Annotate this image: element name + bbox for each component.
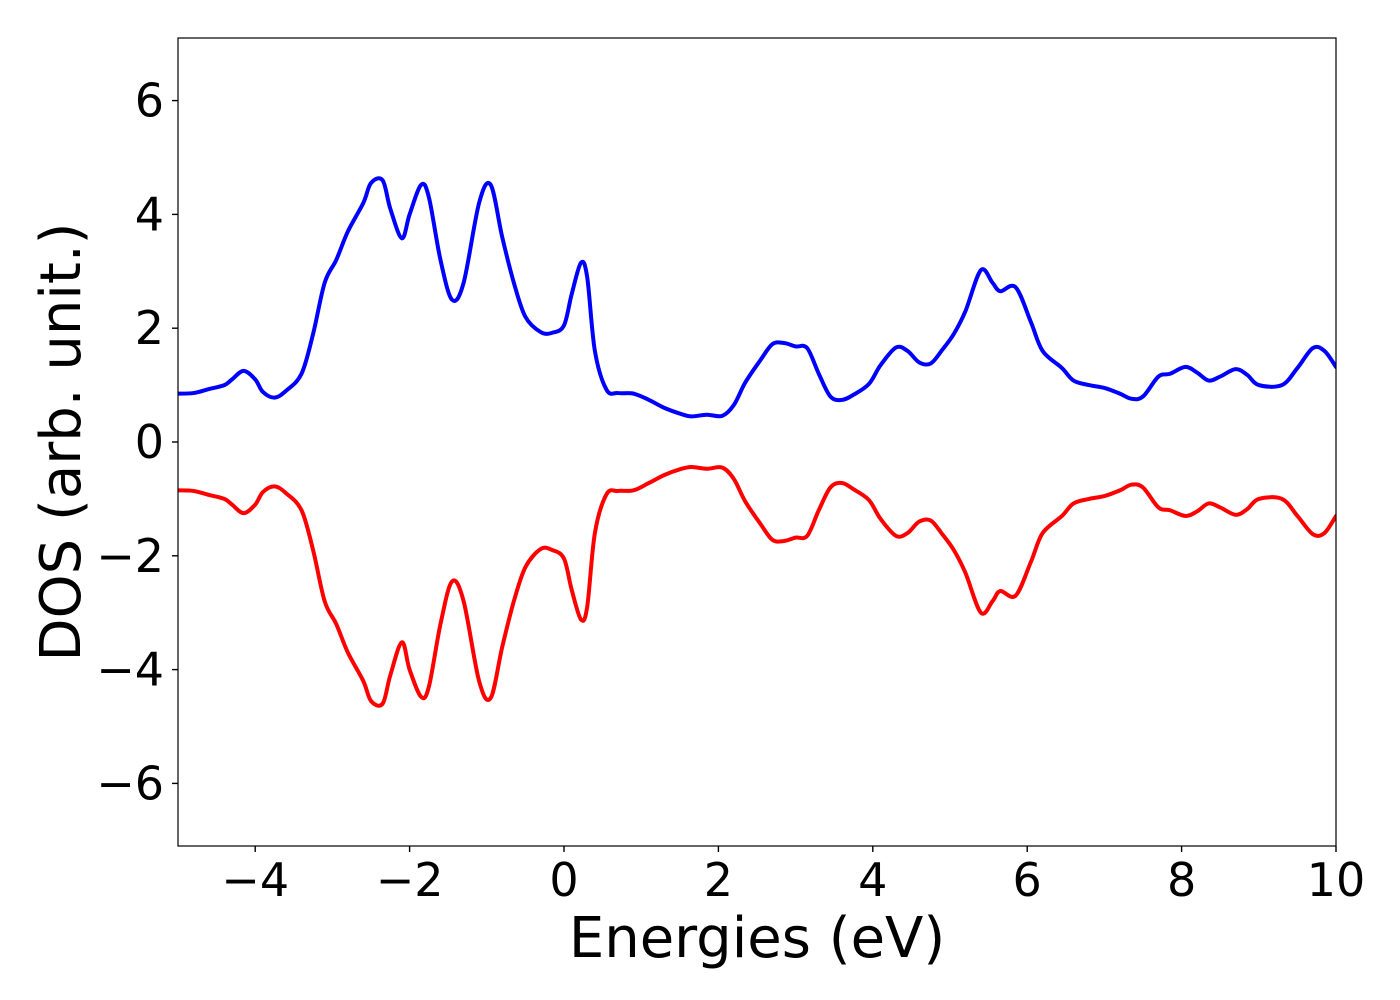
y-tick-label: −6 <box>96 756 164 810</box>
ticks-layer: −4 −2 0 2 4 6 8 10 −6 −4 −2 0 2 4 6 <box>96 74 1365 907</box>
plot-frame <box>177 37 1337 847</box>
x-tick-label: −2 <box>376 853 444 907</box>
y-tick-label: 2 <box>135 301 164 355</box>
y-tick-label: 4 <box>135 187 164 241</box>
x-tick-label: 6 <box>1013 853 1042 907</box>
x-axis-label: Energies (eV) <box>569 906 945 971</box>
x-tick-label: 8 <box>1167 853 1196 907</box>
y-tick-label: 6 <box>135 74 164 128</box>
y-tick-label: −2 <box>96 529 164 583</box>
y-tick-label: 0 <box>135 415 164 469</box>
y-tick-label: −4 <box>96 643 164 697</box>
x-tick-label: 2 <box>704 853 733 907</box>
spin-down-dos-line <box>178 465 1336 708</box>
x-tick-label: 10 <box>1307 853 1366 907</box>
x-tick-label: 0 <box>549 853 578 907</box>
x-tick-label: −4 <box>221 853 289 907</box>
series-layer <box>178 176 1336 708</box>
y-axis-label: DOS (arb. unit.) <box>29 222 94 661</box>
spin-up-dos-line <box>178 176 1336 419</box>
x-tick-label: 4 <box>858 853 887 907</box>
